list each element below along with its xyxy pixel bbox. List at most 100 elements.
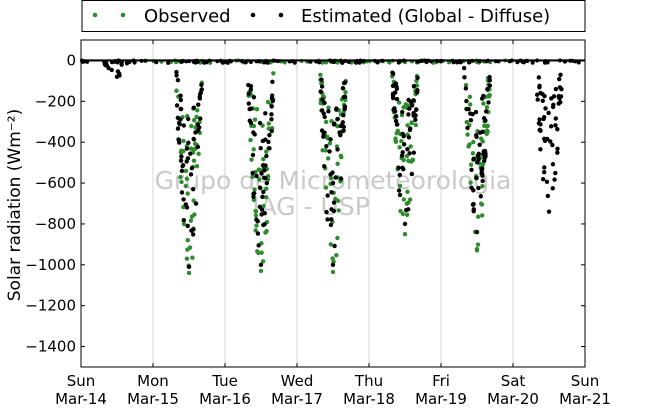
observed-point <box>468 102 473 107</box>
estimated-point <box>262 168 267 173</box>
observed-point <box>254 107 260 112</box>
estimated-point <box>265 60 270 65</box>
estimated-point <box>340 86 346 91</box>
estimated-point <box>394 114 399 119</box>
observed-point <box>343 90 348 95</box>
observed-point <box>482 123 487 128</box>
estimated-point <box>485 86 490 92</box>
observed-point <box>327 141 333 146</box>
x-axis-tick-labels: SunMar-14MonMar-15TueMar-16WedMar-17ThuM… <box>55 372 611 408</box>
estimated-point <box>337 130 342 135</box>
estimated-point <box>540 98 545 104</box>
estimated-point <box>401 142 407 147</box>
x-tick-label-date: Mar-18 <box>343 390 395 408</box>
observed-point <box>188 218 194 223</box>
observed-point <box>328 176 334 181</box>
observed-point <box>467 94 473 100</box>
x-tick-label-date: Mar-16 <box>199 390 251 408</box>
estimated-point <box>471 208 476 214</box>
estimated-point <box>189 228 194 233</box>
observed-point <box>187 245 193 250</box>
estimated-point <box>335 147 340 152</box>
estimated-point <box>250 170 255 176</box>
observed-point <box>256 250 261 256</box>
observed-peak-point <box>186 270 192 276</box>
estimated-point <box>325 193 330 198</box>
observed-point <box>471 139 476 145</box>
estimated-point <box>267 132 272 138</box>
estimated-point <box>186 116 191 122</box>
estimated-point <box>471 156 476 162</box>
estimated-point <box>193 201 199 206</box>
observed-point <box>335 235 340 241</box>
gridlines <box>152 40 514 367</box>
estimated-point <box>251 95 257 100</box>
observed-point <box>194 114 199 120</box>
estimated-point <box>545 193 551 199</box>
estimated-point <box>558 100 563 105</box>
y-axis-label: Solar radiation (Wm⁻²) <box>5 109 25 301</box>
x-tick-label-weekday: Sun <box>67 372 96 390</box>
estimated-peak-point <box>474 229 480 235</box>
observed-point <box>467 142 472 147</box>
observed-point <box>413 122 419 128</box>
estimated-point <box>408 99 414 104</box>
estimated-point <box>555 150 560 155</box>
observed-point <box>479 202 485 207</box>
estimated-point <box>181 123 187 128</box>
estimated-point <box>319 128 325 133</box>
observed-point <box>408 144 413 149</box>
estimated-point <box>340 120 346 125</box>
estimated-point <box>486 100 491 105</box>
estimated-point <box>322 164 327 169</box>
estimated-point <box>252 132 257 137</box>
observed-point <box>335 123 340 129</box>
y-tick-label: −1200 <box>25 297 76 315</box>
estimated-point <box>480 129 485 135</box>
estimated-point <box>393 90 398 95</box>
observed-point <box>396 100 402 105</box>
estimated-point <box>469 185 474 190</box>
observed-point <box>261 203 266 209</box>
estimated-point <box>252 191 257 196</box>
estimated-point <box>394 86 400 91</box>
observed-point <box>191 147 196 152</box>
observed-point <box>480 162 486 167</box>
estimated-point <box>341 94 346 100</box>
estimated-point <box>393 118 399 124</box>
estimated-peak-point <box>114 74 120 79</box>
x-tick-label-weekday: Mon <box>137 372 169 390</box>
estimated-peak-point <box>546 209 552 214</box>
estimated-point <box>106 65 111 71</box>
estimated-point <box>264 181 270 186</box>
estimated-point <box>334 106 339 111</box>
observed-point <box>479 213 485 218</box>
estimated-point <box>328 137 333 142</box>
estimated-point <box>464 98 469 104</box>
estimated-point <box>326 109 331 114</box>
estimated-point <box>476 157 481 162</box>
estimated-point <box>466 106 471 112</box>
estimated-point <box>248 120 254 126</box>
observed-point <box>325 134 330 139</box>
observed-point <box>329 119 334 124</box>
observed-point <box>397 145 402 150</box>
observed-point <box>404 153 409 159</box>
observed-point <box>254 223 259 228</box>
estimated-point <box>400 165 405 171</box>
estimated-point <box>553 86 559 92</box>
estimated-point <box>392 106 397 111</box>
observed-point <box>393 139 399 144</box>
observed-point <box>335 60 340 65</box>
estimated-point <box>409 171 415 177</box>
x-tick-label-weekday: Wed <box>281 372 314 390</box>
estimated-point <box>329 217 334 222</box>
observed-point <box>185 191 190 196</box>
y-tick-label: −200 <box>35 92 76 110</box>
estimated-point <box>400 131 406 137</box>
observed-point <box>409 120 414 126</box>
estimated-point <box>477 142 482 148</box>
observed-point <box>478 136 484 141</box>
x-tick-label-weekday: Fri <box>432 372 450 390</box>
estimated-point <box>538 122 543 127</box>
